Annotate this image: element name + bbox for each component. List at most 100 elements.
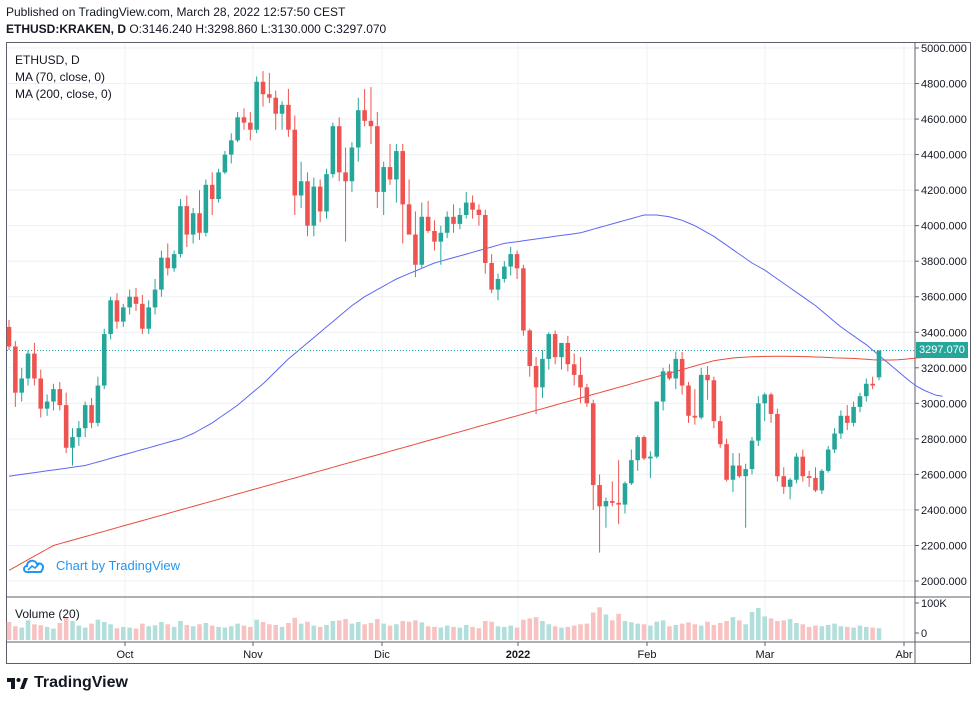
candle xyxy=(768,392,774,423)
candle-body xyxy=(279,104,285,114)
volume-bar xyxy=(267,624,272,640)
candle xyxy=(140,294,145,335)
volume-bar xyxy=(781,620,787,640)
volume-bar xyxy=(343,619,348,640)
volume-bar xyxy=(559,627,564,640)
volume-bar xyxy=(324,624,329,640)
candle xyxy=(368,87,374,144)
candle-body xyxy=(660,371,666,402)
candle-body xyxy=(495,278,501,290)
candle xyxy=(451,204,456,233)
candle-body xyxy=(679,358,685,386)
candle-body xyxy=(355,110,361,148)
candle-body xyxy=(705,374,710,381)
candle-body xyxy=(482,215,488,263)
candle xyxy=(603,497,609,528)
candle xyxy=(57,382,63,411)
chart-frame xyxy=(6,42,971,664)
candle-body xyxy=(57,389,63,406)
volume-bar xyxy=(254,619,259,640)
candle-body xyxy=(756,403,761,441)
candle-body xyxy=(400,151,406,205)
price-axis: 5000.000 4800.000 4600.000 4400.000 4200.000… xyxy=(915,43,967,588)
candle-body xyxy=(470,202,475,210)
volume-bar xyxy=(279,626,285,640)
volume-bar xyxy=(25,620,31,640)
candle-body xyxy=(133,296,139,304)
volume-bar xyxy=(330,621,336,640)
candle-body xyxy=(648,456,653,459)
candle-body xyxy=(540,358,545,388)
candle-body xyxy=(844,415,850,423)
volume-bar xyxy=(800,624,806,640)
candle xyxy=(857,392,863,413)
candle-body xyxy=(140,303,145,329)
candle xyxy=(152,278,158,315)
volume-bar xyxy=(838,626,844,640)
candle xyxy=(51,383,56,411)
candle-body xyxy=(82,405,88,429)
candle xyxy=(121,303,126,327)
volume-bar xyxy=(482,621,488,640)
candle xyxy=(527,328,533,377)
volume-tick-label: 0 xyxy=(921,628,927,640)
volume-bar xyxy=(444,625,450,640)
candle xyxy=(6,319,12,351)
candle xyxy=(590,399,596,510)
volume-bar xyxy=(425,626,431,640)
volume-bar xyxy=(616,613,621,640)
candle xyxy=(349,142,355,192)
volume-bar xyxy=(241,625,247,640)
volume-bar xyxy=(622,621,628,640)
volume-bar xyxy=(629,622,634,640)
volume-bar xyxy=(832,623,837,640)
chart-watermark[interactable]: Chart by TradingView xyxy=(22,556,180,574)
candle xyxy=(463,191,469,219)
candle xyxy=(362,88,367,127)
candle-body xyxy=(457,215,463,224)
volume-bar xyxy=(463,624,469,640)
candle xyxy=(419,202,425,269)
candle-body xyxy=(387,167,393,180)
price-tick-label: 3000.000 xyxy=(921,398,967,410)
candle xyxy=(101,328,107,390)
volume-bar xyxy=(476,628,482,640)
candle xyxy=(305,172,310,237)
volume-bar xyxy=(844,626,850,640)
volume-bar xyxy=(546,624,552,640)
candle-body xyxy=(609,501,615,503)
candle xyxy=(749,437,755,475)
candle xyxy=(692,389,698,425)
candle-body xyxy=(152,289,158,308)
candle-body xyxy=(298,181,304,196)
candle-body xyxy=(32,353,37,379)
volume-bar xyxy=(95,619,101,640)
volume-bar xyxy=(673,624,679,640)
candle-body xyxy=(768,394,774,414)
candle-body xyxy=(521,268,526,331)
candle-body xyxy=(806,476,812,478)
candle xyxy=(705,366,710,400)
candle-body xyxy=(209,184,215,200)
volume-bar xyxy=(730,617,736,640)
candle xyxy=(133,287,139,311)
volume-bar xyxy=(654,621,660,640)
footer-brand[interactable]: TradingView xyxy=(6,674,128,692)
candle xyxy=(584,383,590,407)
candle-body xyxy=(787,479,793,487)
volume-bar xyxy=(305,621,310,640)
candle-body xyxy=(775,413,780,477)
volume-bar xyxy=(648,625,653,640)
legend-ma200: MA (200, close, 0) xyxy=(15,87,112,101)
volume-bar xyxy=(794,622,799,640)
tradingview-logo-icon xyxy=(7,678,28,689)
candle xyxy=(698,367,704,420)
volume-bar xyxy=(368,622,374,640)
time-tick-label: Feb xyxy=(638,649,657,661)
candle-body xyxy=(89,405,94,423)
candle xyxy=(546,332,552,370)
volume-bar xyxy=(298,623,304,640)
volume-bar xyxy=(375,619,380,640)
time-tick-label: Abr xyxy=(895,649,912,661)
